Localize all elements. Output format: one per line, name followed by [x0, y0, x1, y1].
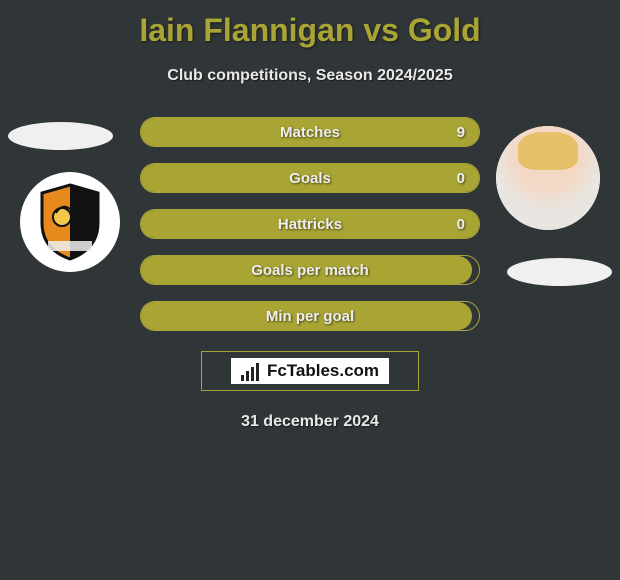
page-subtitle: Club competitions, Season 2024/2025	[0, 67, 620, 85]
stat-bar: Min per goal	[140, 301, 480, 331]
stat-bar-value: 9	[457, 124, 465, 141]
stat-bar-value: 0	[457, 170, 465, 187]
stat-bar: Goals per match	[140, 255, 480, 285]
player-right-photo	[496, 126, 600, 230]
player-left-placeholder	[8, 122, 113, 150]
player-right-placeholder	[507, 258, 612, 286]
date-text: 31 december 2024	[0, 413, 620, 431]
page-title: Iain Flannigan vs Gold	[0, 0, 620, 49]
brand-box[interactable]: FcTables.com	[201, 351, 419, 391]
stat-bar: Goals0	[140, 163, 480, 193]
player-face-icon	[496, 126, 600, 230]
stat-bar-label: Matches	[141, 124, 479, 141]
stats-container: Matches9Goals0Hattricks0Goals per matchM…	[140, 117, 480, 331]
bar-chart-icon	[241, 361, 261, 381]
stat-bar-label: Goals	[141, 170, 479, 187]
brand-label: FcTables.com	[267, 361, 379, 381]
stat-bar-value: 0	[457, 216, 465, 233]
stat-bar: Matches9	[140, 117, 480, 147]
stat-bar-label: Hattricks	[141, 216, 479, 233]
stat-bar-label: Min per goal	[141, 308, 479, 325]
stat-bar: Hattricks0	[140, 209, 480, 239]
stat-bar-label: Goals per match	[141, 262, 479, 279]
player-left-club-badge	[20, 172, 120, 272]
club-crest-icon	[36, 183, 104, 261]
